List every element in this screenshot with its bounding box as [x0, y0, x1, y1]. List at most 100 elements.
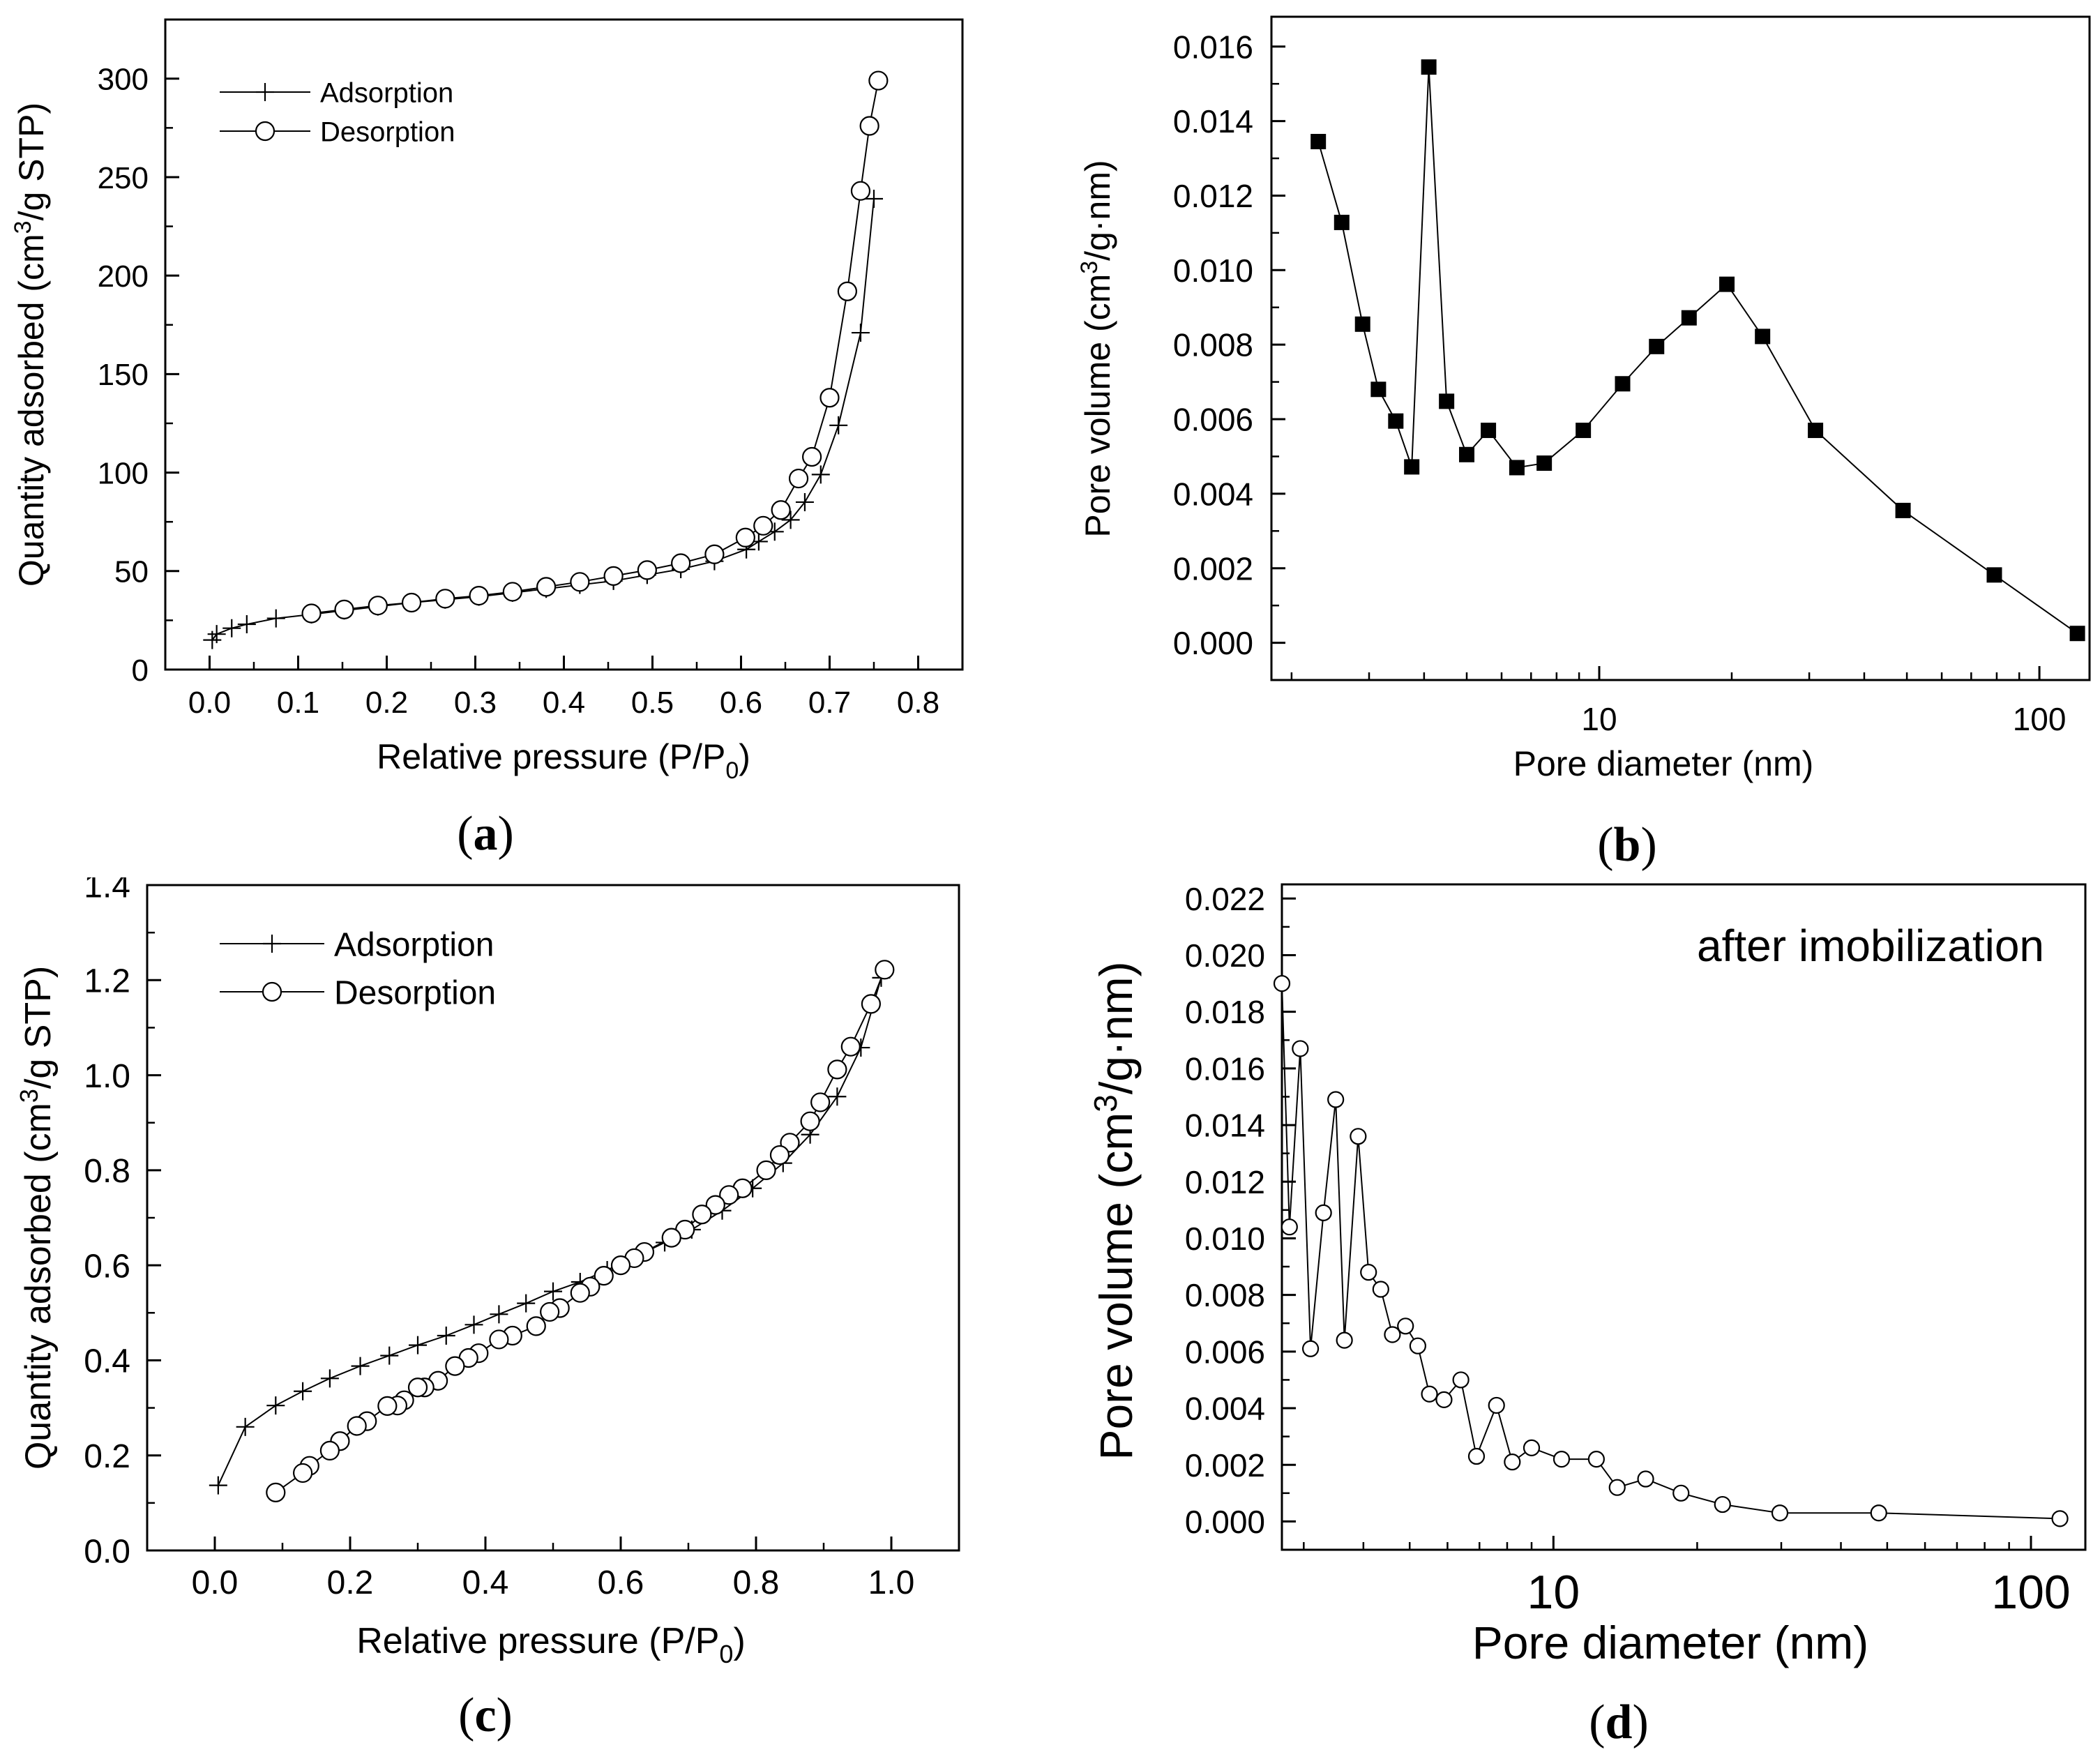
data-point-d [1637, 1470, 1654, 1488]
data-point-a [603, 566, 624, 586]
data-point-d [1608, 1479, 1626, 1496]
y-tick-label-b: 0.008 [1173, 327, 1253, 363]
data-point-d [1467, 1447, 1486, 1465]
data-point-d [1397, 1318, 1414, 1335]
data-point-c [409, 1336, 427, 1354]
data-point-a [801, 446, 822, 467]
y-tick-label-b: 0.004 [1173, 476, 1253, 512]
data-point-c [827, 1059, 847, 1080]
data-point-b [1681, 310, 1697, 326]
y-tick-label-a: 200 [98, 259, 149, 294]
caption-b: (b) [1597, 818, 1657, 872]
data-point-d [1409, 1337, 1426, 1354]
data-point-c [769, 1145, 790, 1165]
data-point-b [1334, 214, 1350, 230]
data-point-c [320, 1369, 339, 1388]
data-point-a [671, 553, 691, 573]
data-point-a [222, 619, 241, 637]
data-point-c [294, 1382, 312, 1401]
y-tick-label-c: 0.4 [84, 1343, 130, 1380]
y-tick-label-a: 0 [132, 654, 149, 688]
y-tick-label-a: 150 [98, 358, 149, 392]
data-point-c [800, 1111, 820, 1131]
x-tick-label-d: 100 [1991, 1566, 2070, 1619]
data-point-a [753, 515, 773, 536]
data-point-d [1273, 974, 1291, 992]
y-tick-label-a: 300 [98, 63, 149, 97]
x-tick-label-b: 100 [2013, 701, 2067, 737]
x-axis-label-d: Pore diameter (nm) [1472, 1617, 1869, 1668]
x-tick-label-a: 0.8 [897, 686, 939, 720]
data-point-a [637, 560, 657, 580]
legend-label: Adsorption [320, 77, 453, 108]
y-axis-label-b: Pore volume (cm3/g·nm) [1076, 160, 1117, 537]
data-point-c [544, 1282, 562, 1301]
y-tick-label-d: 0.002 [1185, 1447, 1265, 1484]
y-tick-label-b: 0.000 [1173, 625, 1253, 661]
data-point-a [735, 527, 755, 548]
y-tick-label-c: 0.6 [84, 1248, 130, 1285]
x-tick-label-c: 0.4 [462, 1564, 509, 1601]
data-point-a [266, 609, 285, 628]
data-point-c [692, 1205, 712, 1225]
data-point-d [1587, 1450, 1605, 1468]
data-point-a [435, 589, 455, 609]
y-tick-label-d: 0.018 [1185, 994, 1265, 1030]
chart-d: 0.000 0.002 0.004 0.006 0.008 0.010 0.012 0.014… [1087, 881, 2087, 1749]
data-point-a [837, 281, 858, 301]
caption-a: (a) [457, 807, 514, 861]
y-tick-label-d: 0.012 [1185, 1164, 1265, 1200]
data-point-a [851, 324, 870, 342]
data-point-d [1435, 1391, 1453, 1408]
series-line-b-pore-volume [1317, 67, 2078, 635]
data-point-d [1488, 1396, 1505, 1414]
y-tick-label-d: 0.010 [1185, 1221, 1265, 1257]
x-tick-label-a: 0.2 [365, 686, 408, 720]
data-point-d [1523, 1439, 1541, 1456]
data-point-c [517, 1294, 536, 1313]
series-line-d-pore-volume [1281, 983, 2060, 1520]
chart-panel-b: 0.000 0.002 0.004 0.006 0.008 0.010 0.012 0.014… [1050, 0, 2100, 877]
data-point-c [719, 1185, 739, 1205]
x-tick-label-c: 1.0 [868, 1564, 915, 1601]
data-point-a [237, 615, 256, 634]
data-point-d [1327, 1091, 1345, 1108]
y-tick-label-d: 0.004 [1185, 1391, 1265, 1427]
x-tick-label-c: 0.6 [598, 1564, 644, 1601]
x-tick-label-c: 0.8 [733, 1564, 780, 1601]
data-point-c [705, 1195, 725, 1215]
data-point-b [1895, 502, 1911, 518]
x-tick-label-b: 10 [1581, 701, 1617, 737]
y-tick-label-d: 0.020 [1185, 937, 1265, 974]
data-point-d [1672, 1484, 1690, 1502]
data-point-a [795, 492, 814, 511]
y-axis-label-c: Quantity adsorbed (cm3/g STP) [15, 966, 59, 1470]
data-point-c [236, 1417, 255, 1436]
data-point-c [875, 960, 895, 980]
x-tick-label-a: 0.4 [543, 686, 585, 720]
data-point-a [334, 599, 354, 619]
legend-marker [256, 83, 274, 101]
y-tick-label-a: 50 [114, 555, 149, 589]
data-point-c [351, 1357, 370, 1375]
data-point-a [788, 468, 809, 489]
data-point-a [301, 603, 322, 624]
data-point-d [1870, 1504, 1887, 1522]
y-tick-label-c: 0.0 [84, 1533, 130, 1570]
y-tick-label-d: 0.016 [1185, 1050, 1265, 1087]
data-point-a [850, 181, 871, 201]
chart-panel-c: 0.0 0.2 0.4 0.6 0.8 1.0 1.2 1.4 0.0 0.2 0.4 0.6 0.8 1… [0, 868, 1050, 1756]
data-point-c [445, 1356, 465, 1376]
data-point-b [1310, 133, 1327, 149]
data-point-a [469, 585, 489, 606]
y-tick-label-c: 0.2 [84, 1438, 130, 1475]
data-point-a [771, 500, 791, 520]
plot-frame-d [1281, 883, 2087, 1551]
data-point-b [1370, 382, 1387, 398]
data-point-d [1504, 1454, 1521, 1471]
data-point-d [1421, 1385, 1438, 1403]
data-point-b [1439, 393, 1455, 409]
data-point-b [1719, 276, 1735, 292]
y-axis-label-d: Pore volume (cm3/g·nm) [1087, 961, 1142, 1460]
data-point-b [1986, 567, 2002, 583]
